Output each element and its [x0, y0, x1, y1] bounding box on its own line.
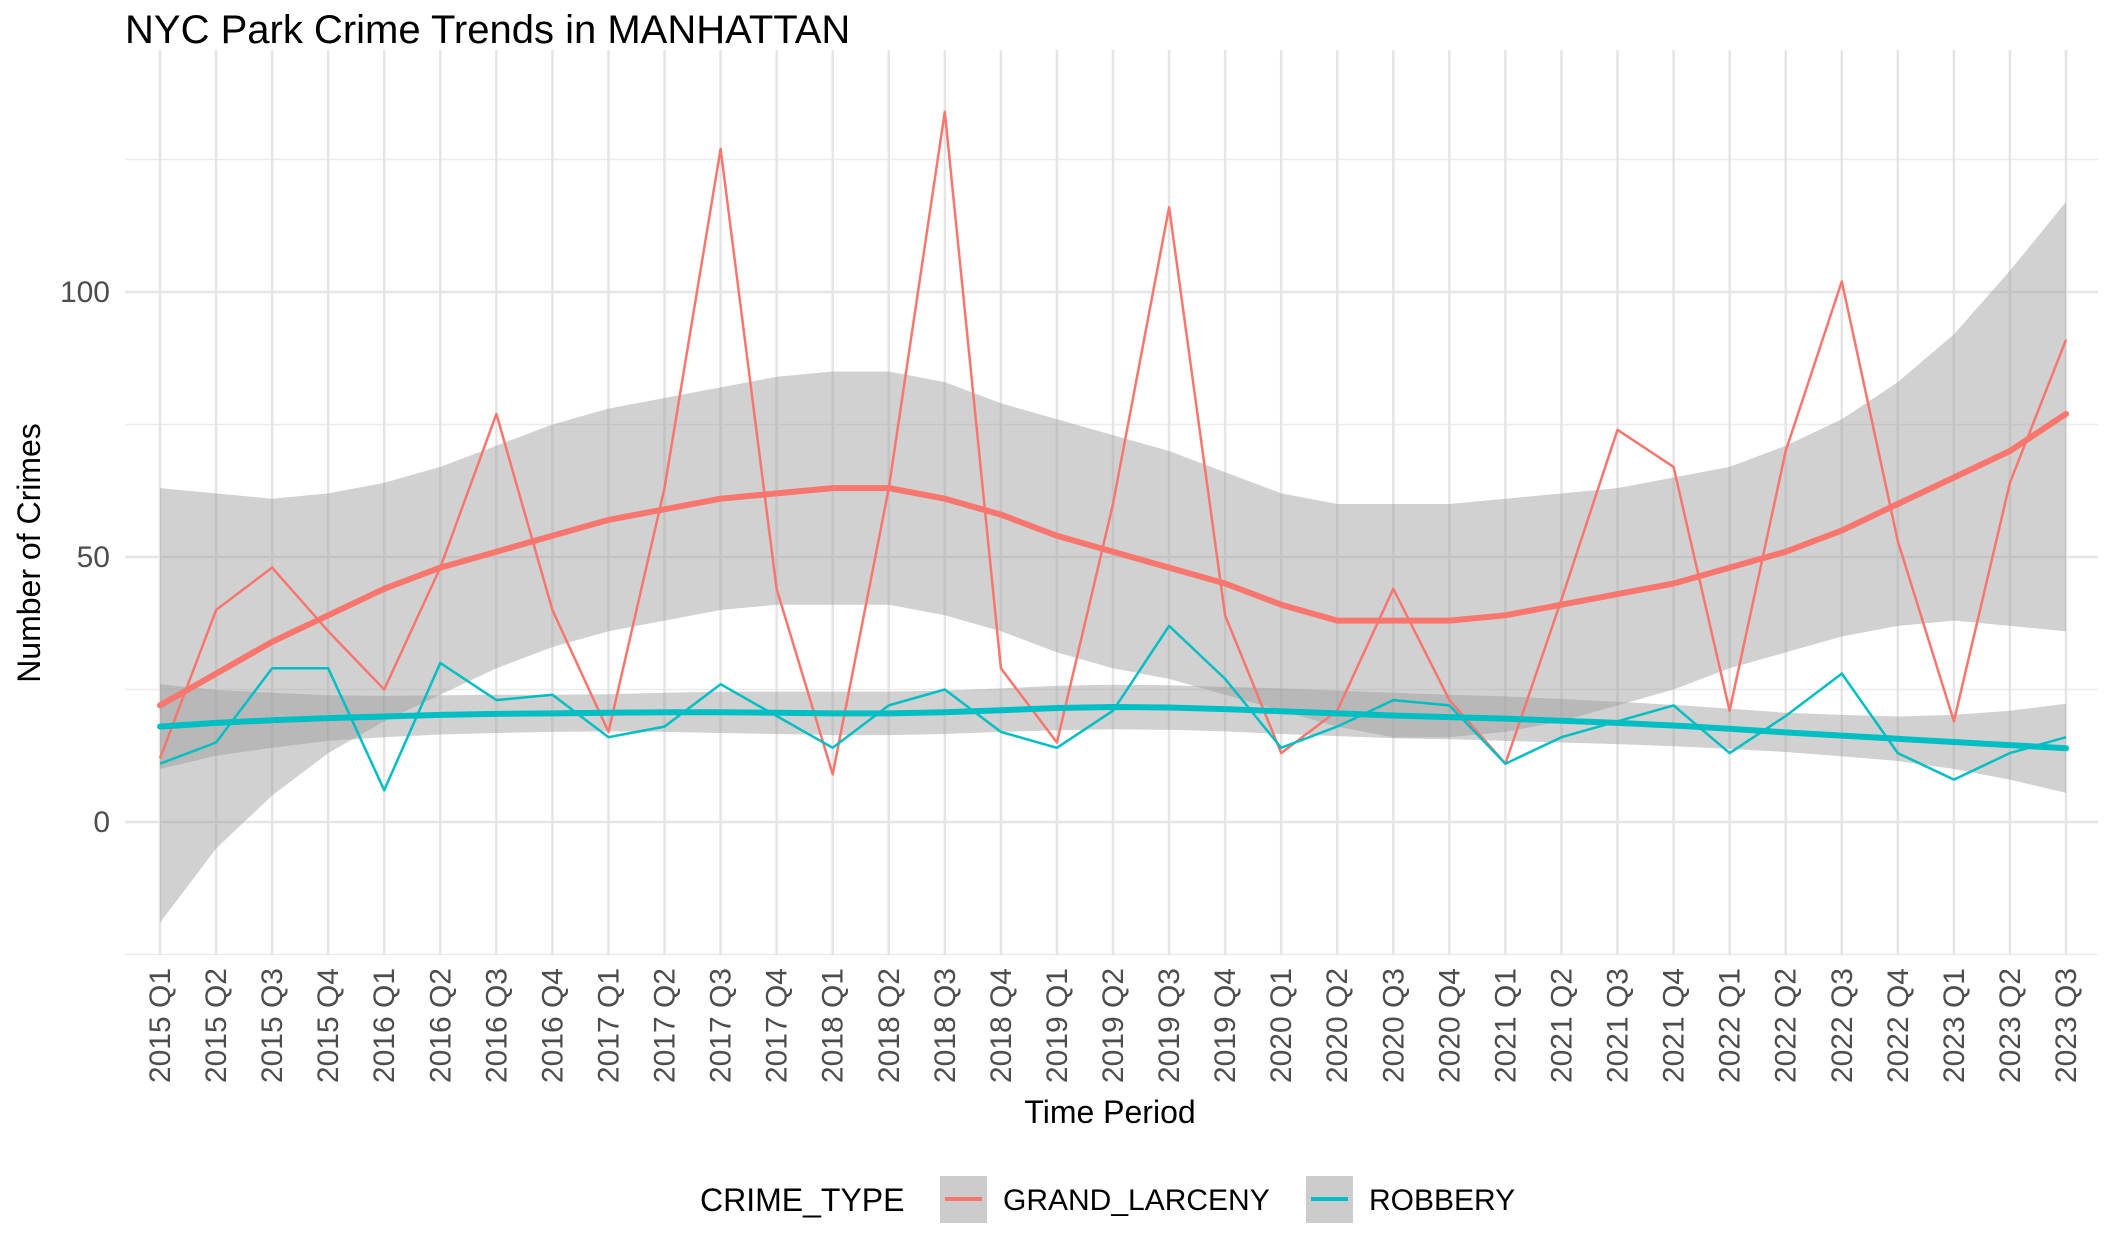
x-tick-label: 2016 Q1 [368, 968, 401, 1083]
y-axis-ticks: 0 50 100 [60, 276, 110, 839]
trend-line-robbery [157, 704, 2069, 752]
x-tick-label: 2019 Q4 [1209, 968, 1242, 1083]
x-axis-ticks: 2015 Q1 2015 Q2 2015 Q3 2015 Q4 2016 Q1 2016 … [144, 968, 2083, 1083]
x-tick-label: 2022 Q1 [1714, 968, 1747, 1083]
x-tick-label: 2017 Q3 [705, 968, 738, 1083]
legend-label-grand-larceny: GRAND_LARCENY [1003, 1184, 1270, 1217]
legend: CRIME_TYPE GRAND_LARCENY ROBBERY [700, 1176, 1515, 1223]
x-tick-label: 2021 Q3 [1602, 968, 1635, 1083]
x-tick-label: 2020 Q2 [1321, 968, 1354, 1083]
grid [125, 50, 2098, 956]
y-axis-title: Number of Crimes [11, 423, 47, 683]
x-tick-label: 2020 Q1 [1265, 968, 1298, 1083]
x-tick-label: 2020 Q3 [1377, 968, 1410, 1083]
series-line-robbery [159, 624, 2067, 792]
y-tick-label: 50 [77, 541, 110, 574]
chart-title: NYC Park Crime Trends in MANHATTAN [125, 8, 850, 52]
x-tick-label: 2015 Q2 [200, 968, 233, 1083]
x-tick-label: 2021 Q1 [1489, 968, 1522, 1083]
x-tick-label: 2015 Q1 [144, 968, 177, 1083]
y-tick-label: 100 [60, 276, 110, 309]
x-tick-label: 2023 Q2 [1994, 968, 2027, 1083]
x-tick-label: 2018 Q3 [929, 968, 962, 1083]
x-tick-label: 2016 Q2 [424, 968, 457, 1083]
legend-item-grand-larceny: GRAND_LARCENY [940, 1176, 1270, 1223]
x-tick-label: 2022 Q4 [1882, 968, 1915, 1083]
x-tick-label: 2019 Q3 [1153, 968, 1186, 1083]
x-tick-label: 2016 Q3 [480, 968, 513, 1083]
x-tick-label: 2017 Q1 [592, 968, 625, 1083]
x-tick-label: 2022 Q3 [1826, 968, 1859, 1083]
x-tick-label: 2021 Q4 [1658, 968, 1691, 1083]
series-lines [158, 110, 2068, 792]
x-tick-label: 2020 Q4 [1433, 968, 1466, 1083]
x-tick-label: 2023 Q1 [1938, 968, 1971, 1083]
x-tick-label: 2021 Q2 [1545, 968, 1578, 1083]
legend-title: CRIME_TYPE [700, 1182, 904, 1218]
x-tick-label: 2017 Q4 [761, 968, 794, 1083]
legend-label-robbery: ROBBERY [1369, 1184, 1515, 1217]
legend-item-robbery: ROBBERY [1306, 1176, 1515, 1223]
x-tick-label: 2016 Q4 [536, 968, 569, 1083]
x-tick-label: 2015 Q3 [256, 968, 289, 1083]
trend-lines [157, 410, 2069, 752]
confidence-band-grand-larceny [160, 201, 2066, 923]
y-tick-label: 0 [93, 806, 110, 839]
x-tick-label: 2022 Q2 [1770, 968, 1803, 1083]
x-tick-label: 2018 Q4 [985, 968, 1018, 1083]
x-tick-label: 2019 Q1 [1041, 968, 1074, 1083]
x-tick-label: 2015 Q4 [312, 968, 345, 1083]
x-tick-label: 2018 Q1 [817, 968, 850, 1083]
series-line-grand-larceny [158, 110, 2068, 776]
trend-line-grand-larceny [157, 410, 2069, 709]
x-tick-label: 2018 Q2 [873, 968, 906, 1083]
x-axis-title: Time Period [1024, 1094, 1195, 1130]
x-tick-label: 2017 Q2 [649, 968, 682, 1083]
x-tick-label: 2023 Q3 [2050, 968, 2083, 1083]
x-tick-label: 2019 Q2 [1097, 968, 1130, 1083]
